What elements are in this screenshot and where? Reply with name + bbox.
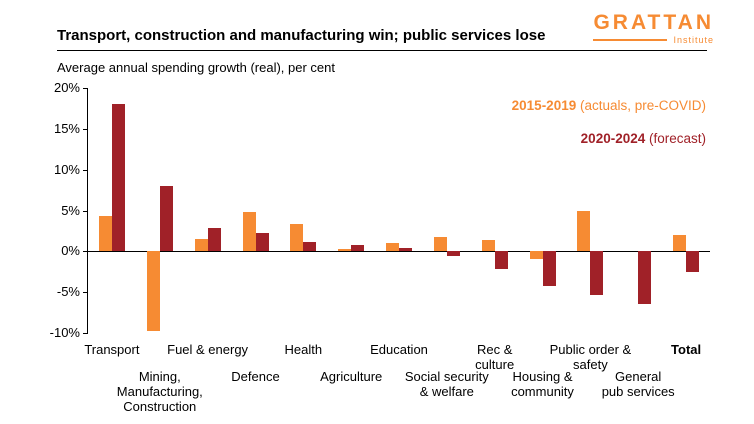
title-divider bbox=[57, 50, 707, 51]
x-category-label: Social security & welfare bbox=[404, 369, 489, 399]
bar-series2 bbox=[159, 186, 173, 252]
x-category-label: Transport bbox=[84, 342, 140, 357]
y-tick-mark bbox=[83, 292, 88, 294]
y-tick-mark bbox=[83, 88, 88, 89]
x-category-label: Rec & culture bbox=[475, 342, 515, 372]
y-tick-label: 15% bbox=[53, 120, 80, 136]
bar-series2 bbox=[686, 251, 700, 273]
y-tick-mark bbox=[83, 251, 88, 253]
bar-series2 bbox=[111, 104, 125, 252]
bar-series1 bbox=[433, 236, 447, 252]
y-tick-mark bbox=[83, 333, 88, 334]
bar-series1 bbox=[194, 239, 208, 252]
grattan-logo: GRATTAN Institute bbox=[593, 12, 714, 45]
x-category-label: Mining, Manufacturing, Construction bbox=[116, 369, 203, 414]
y-tick-mark bbox=[83, 169, 88, 171]
bar-series1 bbox=[386, 243, 399, 252]
bar-series1 bbox=[242, 212, 256, 252]
bar-series2 bbox=[207, 227, 221, 252]
x-category-label: General pub services bbox=[601, 369, 675, 399]
legend-series2-range: 2020-2024 bbox=[580, 131, 646, 146]
y-tick-label: 20% bbox=[53, 80, 80, 95]
y-tick-label: 5% bbox=[61, 202, 80, 218]
bar-series2 bbox=[255, 233, 269, 252]
x-category-label: Defence bbox=[231, 369, 280, 384]
y-tick-mark bbox=[83, 128, 88, 130]
bar-series2 bbox=[446, 251, 460, 257]
x-category-label: Agriculture bbox=[320, 369, 383, 384]
bar-series2 bbox=[590, 251, 604, 295]
x-category-label: Fuel & energy bbox=[167, 342, 249, 357]
y-tick-label: 0% bbox=[61, 243, 80, 259]
chart-subtitle: Average annual spending growth (real), p… bbox=[57, 60, 335, 75]
legend-series2: 2020-2024 (forecast) bbox=[581, 131, 706, 146]
x-category-label: Housing & community bbox=[511, 369, 574, 399]
x-category-label: Education bbox=[370, 342, 428, 357]
bar-series1 bbox=[529, 251, 543, 259]
bar-series1 bbox=[577, 210, 591, 252]
bar-series1 bbox=[481, 239, 495, 252]
bar-series2 bbox=[542, 251, 556, 286]
bar-series1 bbox=[338, 248, 352, 252]
zero-axis-line bbox=[88, 251, 710, 253]
bar-series1 bbox=[98, 216, 112, 252]
bar-series1 bbox=[673, 235, 687, 252]
y-tick-label: 10% bbox=[53, 161, 80, 177]
y-tick-label: -10% bbox=[49, 325, 80, 340]
y-tick-mark bbox=[83, 210, 88, 212]
bar-series2 bbox=[638, 251, 652, 304]
legend-series1-desc: (actuals, pre-COVID) bbox=[576, 98, 706, 113]
plot-area: 20% 15% 10% 5% 0% -5% -10% Transport Mining, Man… bbox=[50, 80, 710, 414]
bar-series1 bbox=[290, 224, 304, 252]
bar-series2 bbox=[494, 251, 508, 270]
x-category-label: Total bbox=[671, 342, 702, 357]
x-category-label: Health bbox=[284, 342, 323, 357]
legend-series2-desc: (forecast) bbox=[645, 131, 706, 146]
bar-series1 bbox=[146, 251, 160, 332]
bar-series2 bbox=[351, 244, 365, 252]
legend-series1: 2015-2019 (actuals, pre-COVID) bbox=[512, 98, 706, 113]
x-category-label: Public order & safety bbox=[549, 342, 632, 372]
logo-rule-row: Institute bbox=[593, 35, 714, 45]
bar-series2 bbox=[399, 248, 412, 252]
bar-series2 bbox=[303, 242, 317, 252]
chart-title: Transport, construction and manufacturin… bbox=[57, 27, 546, 44]
logo-rule bbox=[593, 39, 668, 41]
y-tick-label: -5% bbox=[56, 284, 80, 300]
legend-series1-range: 2015-2019 bbox=[511, 98, 577, 113]
logo-wordmark: GRATTAN bbox=[593, 11, 714, 34]
logo-institute-label: Institute bbox=[673, 35, 714, 45]
